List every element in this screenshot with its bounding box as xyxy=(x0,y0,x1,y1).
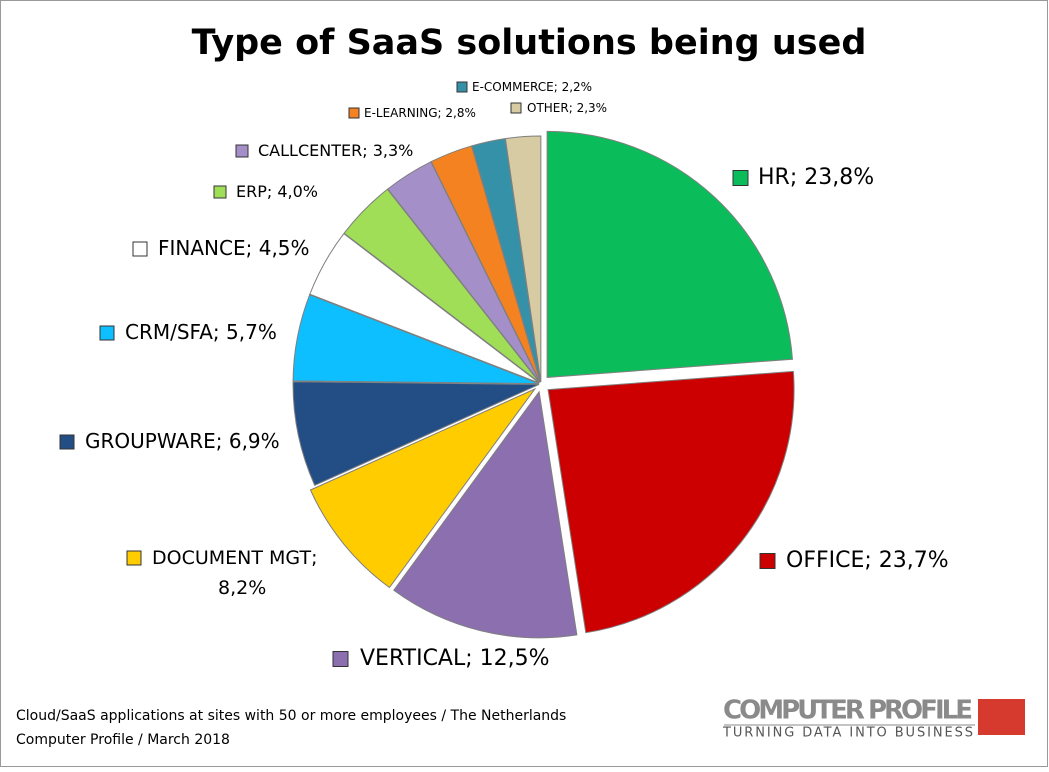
data-label: VERTICAL; 12,5% xyxy=(360,646,550,671)
label-separator: ; xyxy=(864,548,878,573)
label-value: 4,0% xyxy=(277,182,318,201)
data-label: GROUPWARE; 6,9% xyxy=(85,429,280,453)
label-value: 2,3% xyxy=(577,101,608,115)
label-value: 2,2% xyxy=(562,80,593,94)
pie-slice xyxy=(292,381,540,487)
label-swatch xyxy=(510,102,522,114)
label-swatch xyxy=(132,241,148,257)
label-swatch xyxy=(348,107,360,119)
label-separator: ; xyxy=(267,182,277,201)
pie-slice xyxy=(309,387,537,589)
data-label: OTHER; 2,3% xyxy=(527,101,607,115)
label-swatch xyxy=(732,170,749,186)
label-category: HR xyxy=(758,165,790,190)
chart-title: Type of SaaS solutions being used xyxy=(192,23,867,63)
label-value: 3,3% xyxy=(373,141,414,160)
pie-slice xyxy=(547,370,795,634)
label-separator: ; xyxy=(311,547,323,569)
footnote: Cloud/SaaS applications at sites with 50… xyxy=(16,708,566,724)
data-label: HR; 23,8% xyxy=(758,165,874,190)
label-separator: ; xyxy=(213,320,226,344)
label-category: OFFICE xyxy=(786,548,864,573)
label-separator: ; xyxy=(569,101,577,115)
label-separator: ; xyxy=(465,646,479,671)
label-swatch xyxy=(99,325,115,341)
data-label: E-LEARNING; 2,8% xyxy=(364,106,476,120)
label-swatch xyxy=(126,550,142,566)
label-value: 5,7% xyxy=(226,320,277,344)
label-category: CALLCENTER xyxy=(258,141,362,160)
label-separator: ; xyxy=(246,236,259,260)
data-label: CRM/SFA; 5,7% xyxy=(125,320,277,344)
label-separator: ; xyxy=(216,429,229,453)
label-category: CRM/SFA xyxy=(125,320,213,344)
pie-slice xyxy=(504,135,542,383)
pie-slice xyxy=(546,130,793,378)
logo-name: COMPUTER PROFILE xyxy=(723,696,973,726)
label-value: 23,8% xyxy=(804,165,874,190)
label-swatch xyxy=(759,553,776,569)
label-swatch xyxy=(213,185,227,199)
data-label: ERP; 4,0% xyxy=(236,182,318,201)
label-value: 12,5% xyxy=(480,646,550,671)
pie-slice xyxy=(292,294,540,385)
label-separator: ; xyxy=(554,80,562,94)
label-value: 8,2% xyxy=(218,577,266,599)
pie-slice xyxy=(393,390,578,639)
label-swatch xyxy=(59,434,75,450)
label-category: VERTICAL xyxy=(360,646,466,671)
label-value: 23,7% xyxy=(879,548,949,573)
logo-block xyxy=(978,699,1025,735)
label-category: E-LEARNING xyxy=(364,106,438,120)
label-swatch xyxy=(332,651,349,667)
label-category: ERP xyxy=(236,182,267,201)
data-label: CALLCENTER; 3,3% xyxy=(258,141,413,160)
data-label: DOCUMENT MGT; 8,2% xyxy=(152,547,324,599)
pie-slice xyxy=(309,232,540,384)
label-value: 2,8% xyxy=(445,106,476,120)
label-category: E-COMMERCE xyxy=(472,80,554,94)
label-value: 6,9% xyxy=(229,429,280,453)
footnote: Computer Profile / March 2018 xyxy=(16,732,230,748)
label-category: OTHER xyxy=(527,101,569,115)
label-category: FINANCE xyxy=(158,236,246,260)
label-swatch xyxy=(456,81,468,93)
label-swatch xyxy=(235,144,249,158)
label-separator: ; xyxy=(790,165,804,190)
label-value: 4,5% xyxy=(259,236,310,260)
data-label: FINANCE; 4,5% xyxy=(158,236,310,260)
data-label: OFFICE; 23,7% xyxy=(786,548,949,573)
data-label: E-COMMERCE; 2,2% xyxy=(472,80,592,94)
label-separator: ; xyxy=(438,106,446,120)
label-separator: ; xyxy=(362,141,372,160)
label-category: DOCUMENT MGT xyxy=(152,547,311,569)
label-category: GROUPWARE xyxy=(85,429,216,453)
